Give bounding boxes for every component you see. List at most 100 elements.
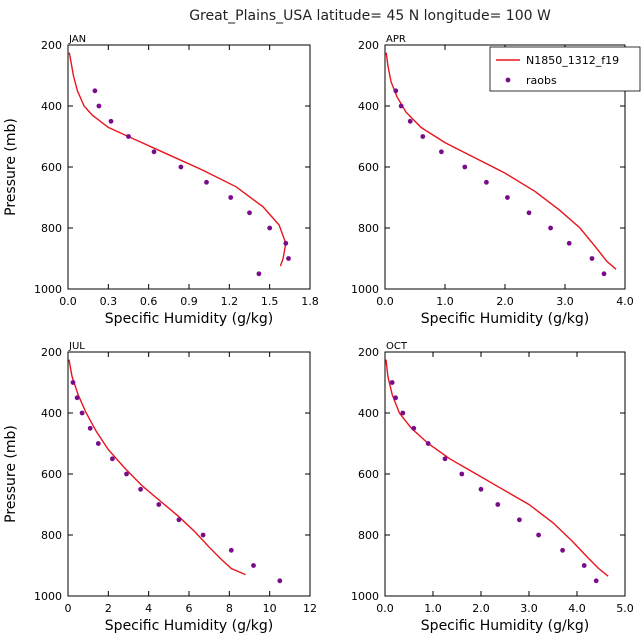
y-tick-label: 400 — [358, 407, 379, 420]
model-line-series — [385, 359, 609, 577]
y-tick-label: 800 — [41, 529, 62, 542]
x-tick-label: 3.0 — [520, 602, 538, 615]
raobs-point — [462, 164, 468, 170]
raobs-point — [393, 395, 398, 401]
figure-title: Great_Plains_USA latitude= 45 N longitud… — [189, 8, 551, 24]
x-axis-label: Specific Humidity (g/kg) — [421, 618, 589, 634]
x-tick-label: 4 — [145, 602, 152, 615]
raobs-point — [517, 517, 522, 523]
raobs-point — [138, 486, 144, 492]
y-axis-label: Pressure (mb) — [3, 425, 19, 523]
x-tick-label: 1.8 — [301, 295, 319, 308]
x-tick-label: 1.0 — [436, 295, 454, 308]
raobs-point — [442, 456, 448, 462]
x-tick-label: 10 — [263, 602, 277, 615]
panels: 0.0 0.3 0.6 0.9 1.2 1.5 1.8 200 400 600 800 1000 JAN… — [3, 34, 634, 634]
raobs-point — [495, 502, 501, 507]
y-tick-label: 400 — [358, 100, 379, 113]
raobs-point — [593, 578, 599, 584]
y-tick-label: 800 — [358, 222, 379, 235]
raobs-point — [393, 88, 399, 94]
raobs-point — [566, 240, 572, 246]
raobs-point — [92, 88, 98, 94]
y-tick-label: 800 — [41, 222, 62, 235]
raobs-point — [400, 410, 406, 416]
raobs-point — [74, 395, 80, 401]
x-tick-label: 0.0 — [376, 295, 394, 308]
y-tick-label: 600 — [358, 468, 379, 481]
plot-area — [68, 52, 291, 277]
panel-jan: 0.0 0.3 0.6 0.9 1.2 1.5 1.8 200 400 600 800 1000 JAN… — [3, 34, 319, 327]
raobs-point — [228, 195, 234, 200]
y-tick-label: 200 — [358, 346, 379, 359]
raobs-point — [411, 425, 417, 431]
panel-month-label: JAN — [68, 34, 86, 45]
raobs-point — [204, 179, 209, 185]
raobs-point — [87, 425, 93, 431]
x-tick-label: 4.0 — [616, 295, 634, 308]
x-tick-label: 2.0 — [472, 602, 490, 615]
raobs-point — [389, 380, 395, 385]
raobs-point — [95, 441, 101, 446]
raobs-point — [124, 471, 129, 477]
raobs-point — [589, 256, 595, 261]
y-tick-label: 1000 — [351, 283, 379, 296]
x-tick-label: 0.0 — [59, 295, 77, 308]
panel-jul: 0 2 4 6 8 10 12 200 400 600 800 1000 JUL Specific Hum… — [3, 341, 317, 634]
legend-point-swatch — [505, 77, 511, 83]
raobs-point — [251, 563, 256, 568]
raobs-point — [286, 256, 291, 261]
raobs-point — [459, 471, 465, 477]
plot-frame — [67, 351, 311, 597]
x-tick-label: 3.0 — [556, 295, 574, 308]
raobs-point — [478, 486, 484, 492]
raobs-point — [176, 517, 182, 523]
x-axis-label: Specific Humidity (g/kg) — [105, 618, 273, 634]
y-axis-label: Pressure (mb) — [3, 118, 19, 216]
x-tick-label: 0.3 — [100, 295, 118, 308]
y-tick-label: 400 — [41, 100, 62, 113]
raobs-point — [560, 547, 565, 553]
raobs-point — [439, 149, 444, 155]
x-tick-label: 0.0 — [376, 602, 394, 615]
plot-area — [385, 359, 609, 584]
plot-area — [385, 52, 617, 277]
x-tick-label: 1.2 — [221, 295, 239, 308]
x-tick-label: 0.6 — [140, 295, 158, 308]
y-tick-label: 600 — [41, 161, 62, 174]
raobs-point — [505, 195, 510, 200]
raobs-point — [425, 441, 431, 446]
raobs-point — [110, 456, 115, 462]
x-tick-label: 8 — [226, 602, 233, 615]
raobs-point — [79, 410, 85, 416]
model-line-series — [385, 52, 617, 270]
raobs-point — [420, 134, 426, 139]
panel-month-label: APR — [386, 34, 406, 45]
legend-box — [489, 46, 641, 92]
raobs-point — [108, 118, 114, 124]
raobs-point — [126, 134, 131, 139]
panel-month-label: JUL — [68, 341, 85, 352]
y-tick-label: 400 — [41, 407, 62, 420]
model-line-series — [68, 359, 246, 576]
raobs-point — [407, 118, 413, 124]
x-tick-label: 4.0 — [568, 602, 586, 615]
panel-apr: 0.0 1.0 2.0 3.0 4.0 200 400 600 800 1000 APR Specif… — [351, 34, 634, 327]
raobs-point — [228, 547, 234, 553]
legend-obs-label: raobs — [526, 74, 557, 87]
raobs-point — [283, 240, 289, 246]
panel-month-label: OCT — [386, 341, 408, 352]
raobs-point — [151, 149, 157, 155]
raobs-point — [536, 532, 541, 538]
panel-oct: 0.0 1.0 2.0 3.0 4.0 5.0 200 400 600 800 1000 OCT Spe… — [351, 341, 634, 634]
y-tick-label: 1000 — [351, 590, 379, 603]
raobs-point — [267, 225, 273, 231]
raobs-point — [484, 179, 489, 185]
y-tick-label: 600 — [41, 468, 62, 481]
y-tick-label: 200 — [41, 39, 62, 52]
raobs-point — [277, 578, 283, 584]
x-axis-label: Specific Humidity (g/kg) — [421, 311, 589, 327]
y-tick-label: 200 — [358, 39, 379, 52]
